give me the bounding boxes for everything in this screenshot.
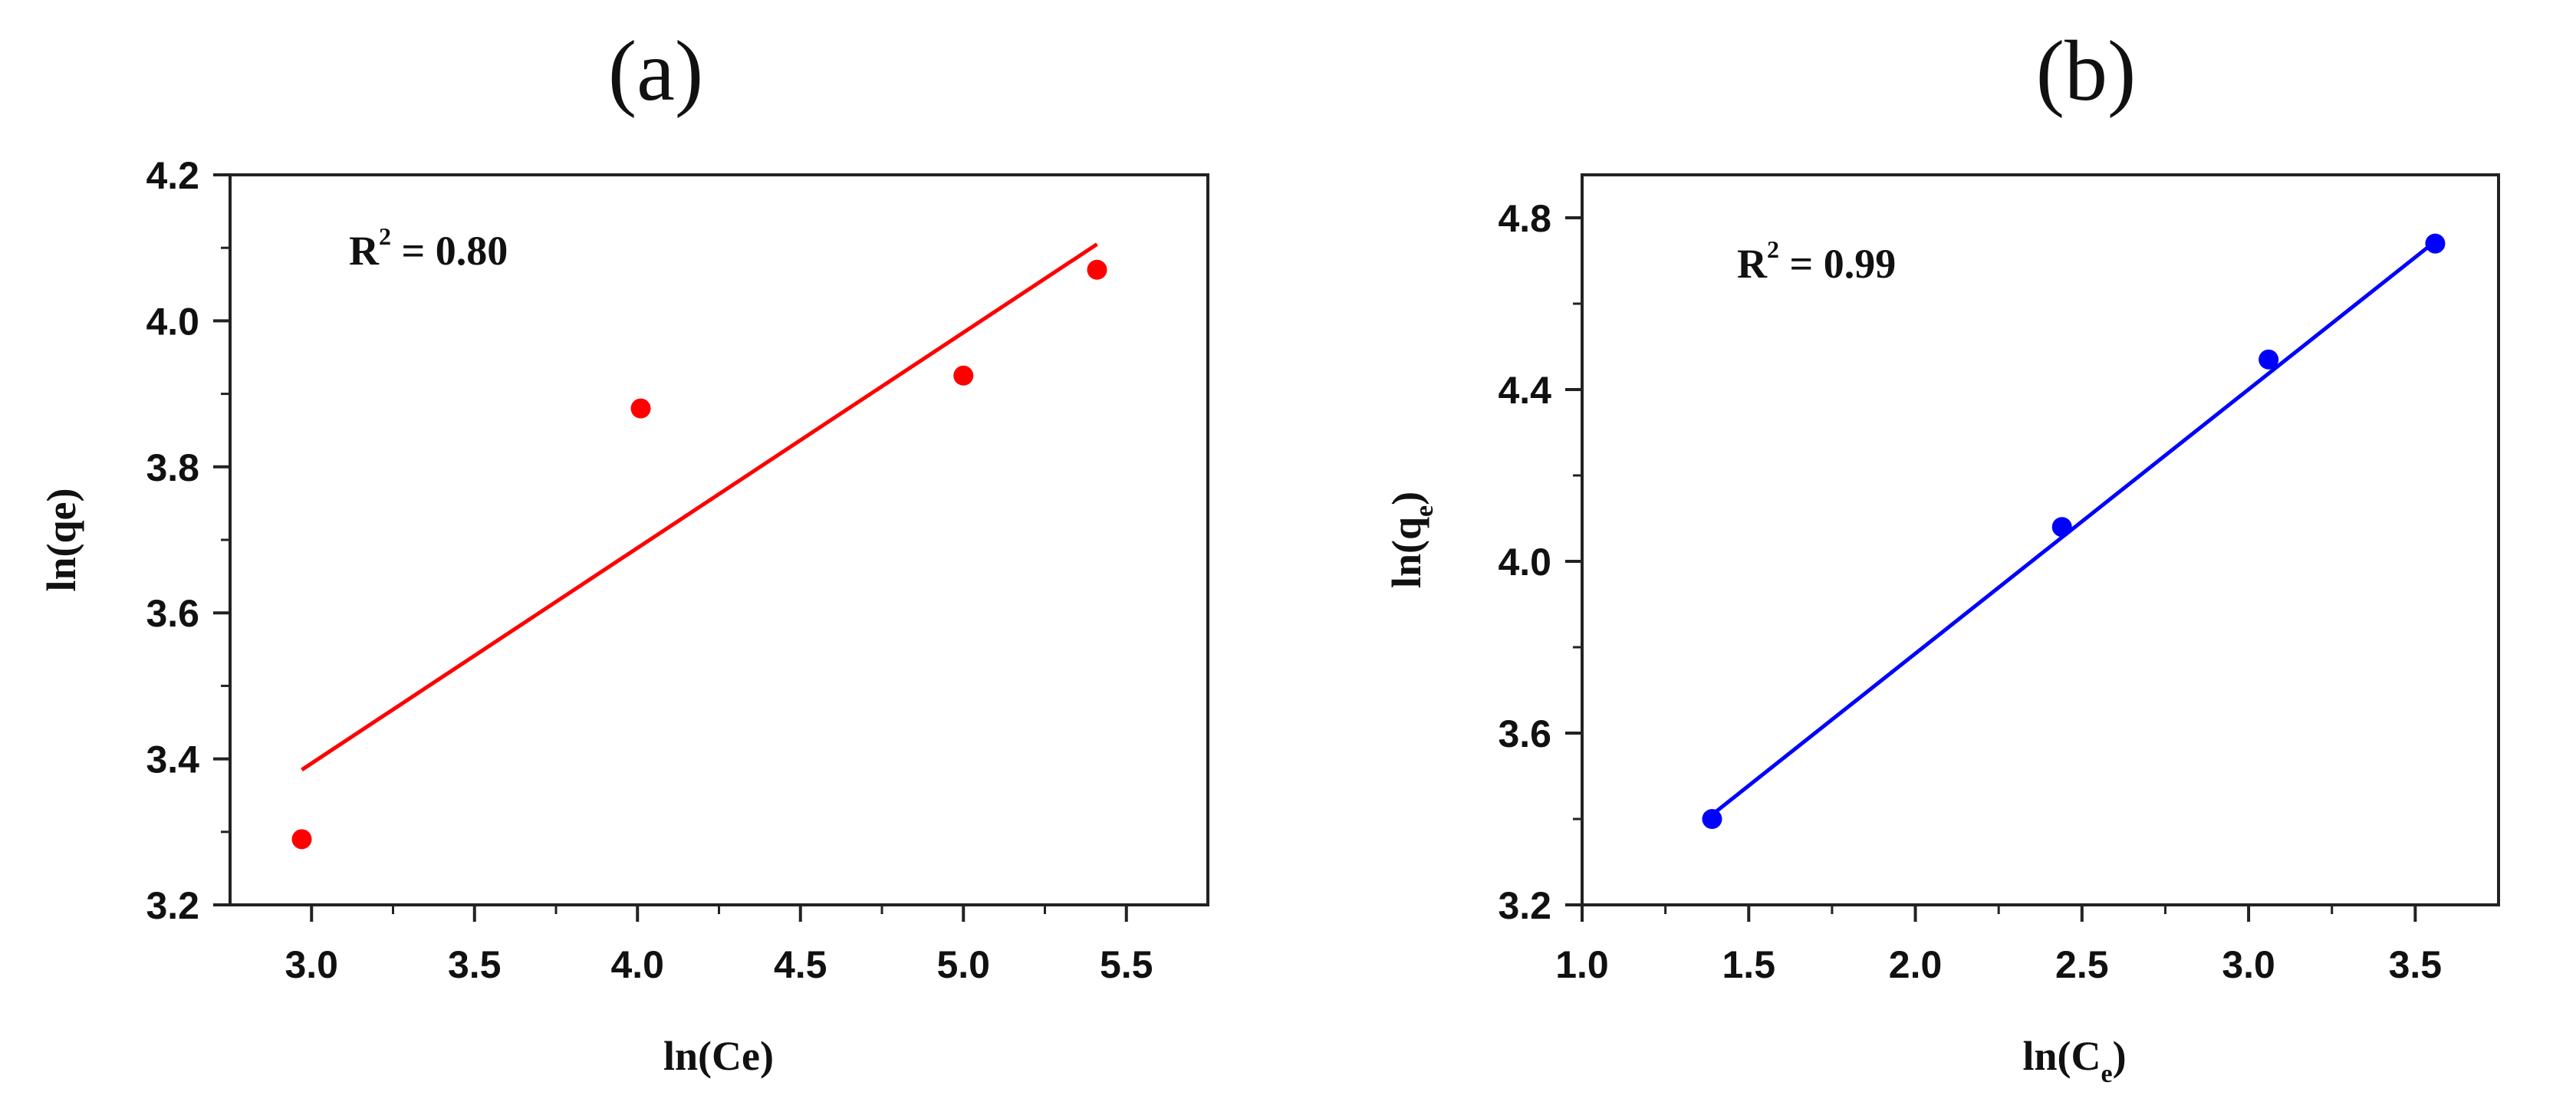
panel-b-x-tick-label: 1.5 [1722, 943, 1776, 986]
panel-b-y-axis-title-main: ln(q [1383, 517, 1429, 588]
panel-b-x-axis-title-main: ln(C [2022, 1033, 2101, 1079]
panel-a-x-tick-label: 4.0 [610, 943, 664, 986]
panel-b-r2-sup: 2 [1767, 235, 1779, 263]
panel-a-label: (a) [608, 24, 703, 119]
panel-b-x-tick-label: 2.0 [1889, 943, 1943, 986]
panel-b-r2-annotation: R2 = 0.99 [1737, 235, 1896, 287]
panel-b-x-axis-title: ln(Ce) [2022, 1033, 2126, 1088]
panel-b-x-axis-title-end: ) [2113, 1033, 2127, 1079]
panel-b-y-tick-label: 4.0 [1498, 541, 1551, 584]
panel-a-x-axis-title: ln(Ce) [663, 1033, 774, 1079]
panel-b-fit-group [1710, 239, 2436, 817]
panel-b-data-point [2259, 349, 2279, 370]
panel-b-r2-value: = 0.99 [1779, 241, 1896, 287]
panel-b-y-axis-title-sub: e [1410, 505, 1439, 517]
panel-b-x-tick-label: 2.5 [2055, 943, 2109, 986]
panel-a-ticks: 3.0 3.5 4.0 4.5 5.0 5.5 3.2 3.4 3.6 3.8 4.0 4.2 [146, 154, 1153, 986]
panel-a-points [291, 259, 1107, 850]
panel-a-y-tick-label: 4.2 [146, 154, 199, 197]
panel-b-x-tick-label: 3.0 [2222, 943, 2275, 986]
panel-a-y-axis-title: ln(qe) [38, 488, 84, 592]
panel-b: (b) 1.0 1.5 2.0 2.5 3.0 3.5 3.2 3.6 4.0 4.4 4.8 R2… [1383, 24, 2500, 1088]
panel-b-label: (b) [2036, 24, 2137, 119]
panel-b-y-axis-title: ln(qe) [1383, 492, 1439, 588]
panel-b-points [1702, 233, 2446, 829]
panel-a-y-tick-label: 3.8 [146, 446, 199, 489]
panel-b-y-tick-label: 4.8 [1498, 197, 1551, 240]
panel-a: (a) 3.0 3.5 4.0 4.5 5.0 5.5 3.2 3.4 3.6 3.8 4.0 4.2… [38, 24, 1209, 1079]
panel-b-x-tick-label: 1.0 [1555, 943, 1609, 986]
panel-a-fit-group [301, 242, 1098, 771]
panel-a-y-tick-label: 3.6 [146, 592, 199, 635]
panel-b-x-tick-label: 3.5 [2389, 943, 2443, 986]
panel-a-x-tick-label: 3.5 [448, 943, 502, 986]
panel-a-r2-annotation: R2 = 0.80 [349, 222, 508, 274]
panel-a-x-tick-label: 5.0 [936, 943, 990, 986]
panel-a-y-tick-label: 3.4 [146, 738, 199, 781]
panel-a-r2-text: R [349, 228, 380, 274]
panel-b-y-tick-label: 4.4 [1498, 369, 1551, 412]
panel-a-x-tick-label: 5.5 [1100, 943, 1153, 986]
panel-a-x-tick-label: 3.0 [285, 943, 338, 986]
panel-b-y-axis-title-end: ) [1383, 492, 1429, 505]
panel-a-data-point [953, 365, 974, 386]
panel-a-y-tick-label: 4.0 [146, 300, 199, 343]
panel-a-r2-value: = 0.80 [391, 228, 508, 274]
panel-a-x-tick-label: 4.5 [774, 943, 827, 986]
panel-a-y-tick-label: 3.2 [146, 884, 199, 927]
panel-a-fit-line [301, 242, 1098, 771]
panel-a-data-point [1087, 259, 1107, 280]
panel-b-r2-text: R [1737, 241, 1768, 287]
panel-b-fit-line [1710, 239, 2436, 817]
panel-b-plot-frame [1581, 173, 2500, 906]
panel-b-ticks: 1.0 1.5 2.0 2.5 3.0 3.5 3.2 3.6 4.0 4.4 4.8 [1498, 197, 2442, 986]
panel-b-x-axis-title-sub: e [2101, 1060, 2112, 1088]
panel-a-plot-frame [229, 173, 1209, 906]
panel-a-data-point [291, 829, 312, 850]
panel-b-data-point [1702, 809, 1722, 829]
panel-b-data-point [2051, 517, 2072, 538]
panel-a-r2-sup: 2 [379, 222, 391, 250]
panel-b-data-point [2425, 233, 2446, 254]
panel-b-y-tick-label: 3.2 [1498, 884, 1551, 927]
panel-b-y-tick-label: 3.6 [1498, 712, 1551, 755]
panel-a-data-point [630, 398, 651, 419]
